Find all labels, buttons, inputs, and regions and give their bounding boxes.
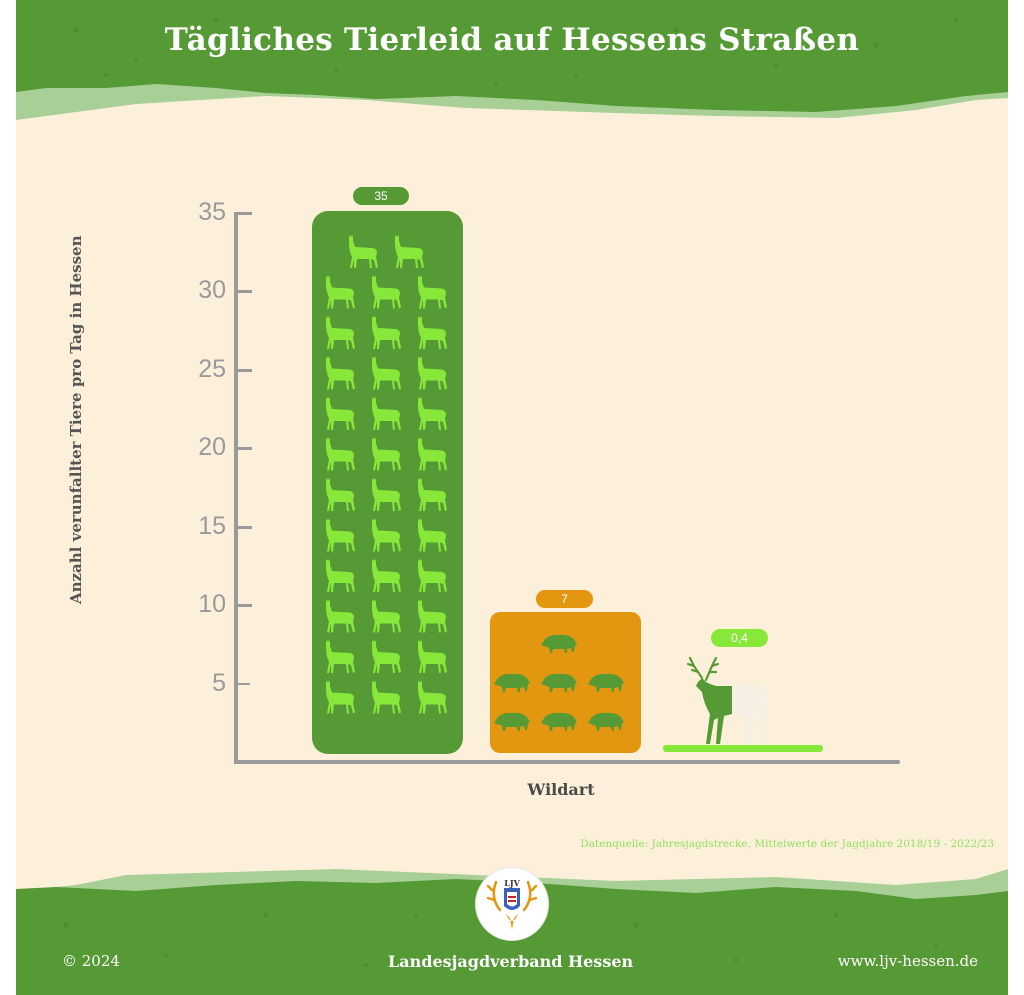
roe-deer-icon <box>326 518 355 552</box>
tick-10 <box>238 604 252 607</box>
x-axis-label: Wildart <box>527 780 595 799</box>
tick-5 <box>238 683 250 685</box>
website-link[interactable]: www.ljv-hessen.de <box>837 952 978 970</box>
roe-deer-icon <box>372 356 401 390</box>
value-pill-boar: 7 <box>536 590 593 608</box>
roe-deer-icon <box>372 275 401 309</box>
tick-label: 20 <box>198 433 226 461</box>
tick-label: 5 <box>212 669 226 697</box>
header-forest-band <box>16 0 1008 120</box>
roe-deer-icon <box>326 680 355 714</box>
data-source-note: Datenquelle: Jahresjagdstrecke, Mittelwe… <box>580 838 994 850</box>
roe-deer-icon <box>326 640 355 673</box>
ljv-crest-icon: LJV <box>486 878 538 930</box>
roe-deer-icon <box>372 437 401 471</box>
roe-deer-icon <box>372 316 401 349</box>
roe-deer-icon <box>418 437 447 471</box>
roe-deer-icon <box>418 640 447 673</box>
wild-boar-icon <box>494 673 530 692</box>
roe-deer-icon <box>372 559 401 592</box>
roe-deer-icon <box>418 478 447 511</box>
roe-deer-icon <box>326 437 355 471</box>
red-deer-stag-icon <box>686 656 768 744</box>
page-title: Tägliches Tierleid auf Hessens Straßen <box>164 22 860 58</box>
wild-boar-icon <box>588 712 624 731</box>
value-pill-stag: 0,4 <box>711 629 768 647</box>
roe-deer-icon <box>372 599 401 633</box>
copyright-text: © 2024 <box>62 952 120 970</box>
roe-deer-icon <box>418 518 447 552</box>
tick-20 <box>238 447 252 450</box>
roe-deer-icon <box>372 478 401 511</box>
roe-deer-icon <box>418 316 447 349</box>
tick-label: 30 <box>198 276 226 304</box>
roe-deer-icon <box>418 599 447 633</box>
tick-label: 35 <box>198 198 226 226</box>
wild-boar-icon <box>588 673 624 692</box>
tick-label: 10 <box>198 590 226 618</box>
bar-red-deer <box>663 745 823 752</box>
roe-deer-icon <box>326 559 355 592</box>
roe-deer-icon <box>418 356 447 390</box>
roe-deer-icon <box>418 397 447 430</box>
value-pill-deer: 35 <box>353 187 409 205</box>
wild-boar-icon <box>541 673 577 692</box>
roe-deer-icon <box>326 478 355 511</box>
organization-name: Landesjagdverband Hessen <box>388 952 634 971</box>
ljv-logo: LJV <box>476 868 548 940</box>
y-axis-label: Anzahl verunfallter Tiere pro Tag in Hes… <box>67 235 85 604</box>
tick-30 <box>238 290 252 293</box>
tick-label: 25 <box>198 355 226 383</box>
roe-deer-icon <box>372 518 401 552</box>
roe-deer-icon <box>372 640 401 673</box>
tick-35 <box>238 212 252 215</box>
wild-boar-icon <box>541 634 577 653</box>
roe-deer-icon-grid <box>326 235 447 714</box>
tick-15 <box>238 526 252 529</box>
roe-deer-icon <box>326 397 355 430</box>
roe-deer-icon <box>372 680 401 714</box>
wild-boar-icon <box>494 712 530 731</box>
roe-deer-icon <box>326 599 355 633</box>
roe-deer-icon <box>326 356 355 390</box>
roe-deer-icon <box>326 316 355 349</box>
wild-boar-icon <box>541 712 577 731</box>
y-axis-line <box>234 212 238 764</box>
wild-boar-icon-grid <box>494 634 624 731</box>
x-axis-line <box>234 760 900 764</box>
infographic-canvas: Tägliches Tierleid auf Hessens Straßen A… <box>16 0 1008 995</box>
roe-deer-icon <box>326 275 355 309</box>
roe-deer-icon <box>372 397 401 430</box>
tick-25 <box>238 369 252 372</box>
svg-text:LJV: LJV <box>504 878 520 888</box>
roe-deer-icon <box>418 559 447 592</box>
roe-deer-icon <box>349 235 378 268</box>
roe-deer-icon <box>418 680 447 714</box>
roe-deer-icon <box>418 275 447 309</box>
roe-deer-icon <box>395 235 424 268</box>
tick-label: 15 <box>198 512 226 540</box>
